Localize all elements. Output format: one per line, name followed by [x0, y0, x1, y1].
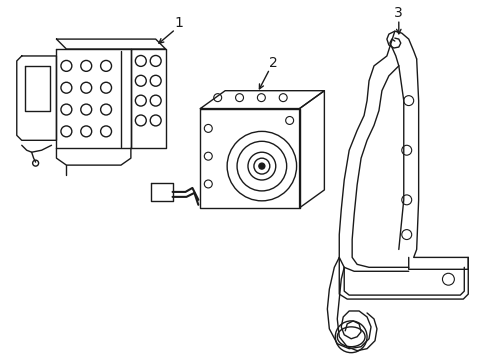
Text: 2: 2	[269, 56, 278, 70]
Text: 3: 3	[394, 6, 402, 20]
Text: 1: 1	[174, 16, 183, 30]
Circle shape	[258, 163, 264, 169]
